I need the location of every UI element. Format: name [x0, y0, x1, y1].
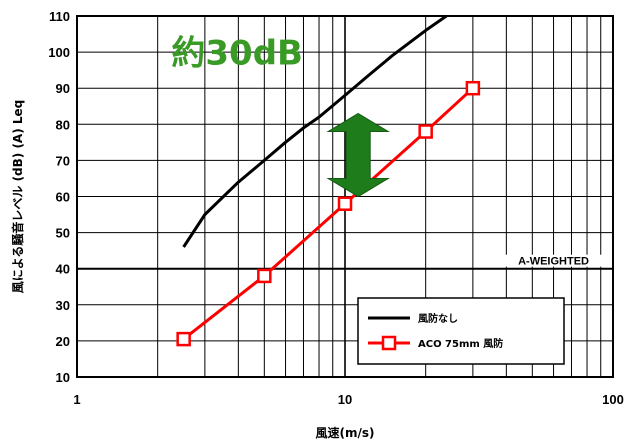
series-line-0	[182, 16, 450, 248]
y-tick-label: 80	[56, 117, 70, 132]
legend-label-no-windscreen: 風防なし	[418, 312, 458, 325]
y-axis-title: 風による騒音レベル (dB) (A) Leq	[10, 100, 25, 294]
x-axis-title: 風速(m/s)	[316, 425, 375, 440]
y-tick-label: 30	[56, 298, 70, 313]
a-weighted-label-background	[491, 254, 616, 267]
data-point-marker	[257, 268, 272, 284]
data-point-marker	[418, 124, 433, 139]
data-point-marker	[176, 331, 191, 347]
legend: 風防なし ACO 75mm 風防	[357, 297, 565, 365]
difference-annotation-label: 約30dB	[171, 34, 303, 74]
y-tick-label: 90	[56, 81, 70, 96]
x-tick-label: 10	[338, 392, 352, 407]
x-tick-label: 100	[602, 392, 624, 407]
y-tick-label: 40	[56, 262, 70, 277]
a-weighted-label: A-WEIGHTED	[518, 256, 589, 268]
y-tick-label: 110	[49, 9, 70, 24]
legend-marker-aco-windscreen	[381, 335, 397, 351]
legend-label-aco-windscreen: ACO 75mm 風防	[418, 337, 503, 350]
y-tick-label: 60	[56, 190, 70, 205]
series-layer	[176, 16, 481, 347]
x-axis-tick-labels: 1 10 100	[73, 392, 623, 407]
y-tick-label: 100	[48, 45, 70, 60]
x-tick-label: 1	[73, 392, 80, 407]
data-point-marker	[465, 80, 481, 96]
y-tick-label: 20	[56, 334, 70, 349]
legend-box	[357, 297, 565, 365]
y-axis-tick-labels: 10 20 30 40 50 60 70 80 90 100 110	[48, 9, 70, 385]
double-arrow-shape	[326, 112, 391, 198]
data-point-marker	[337, 196, 353, 211]
y-tick-label: 70	[56, 153, 70, 168]
y-tick-label: 50	[56, 226, 70, 241]
difference-arrow	[326, 112, 391, 198]
y-tick-label: 10	[56, 370, 70, 385]
plot-area-border	[76, 15, 614, 378]
